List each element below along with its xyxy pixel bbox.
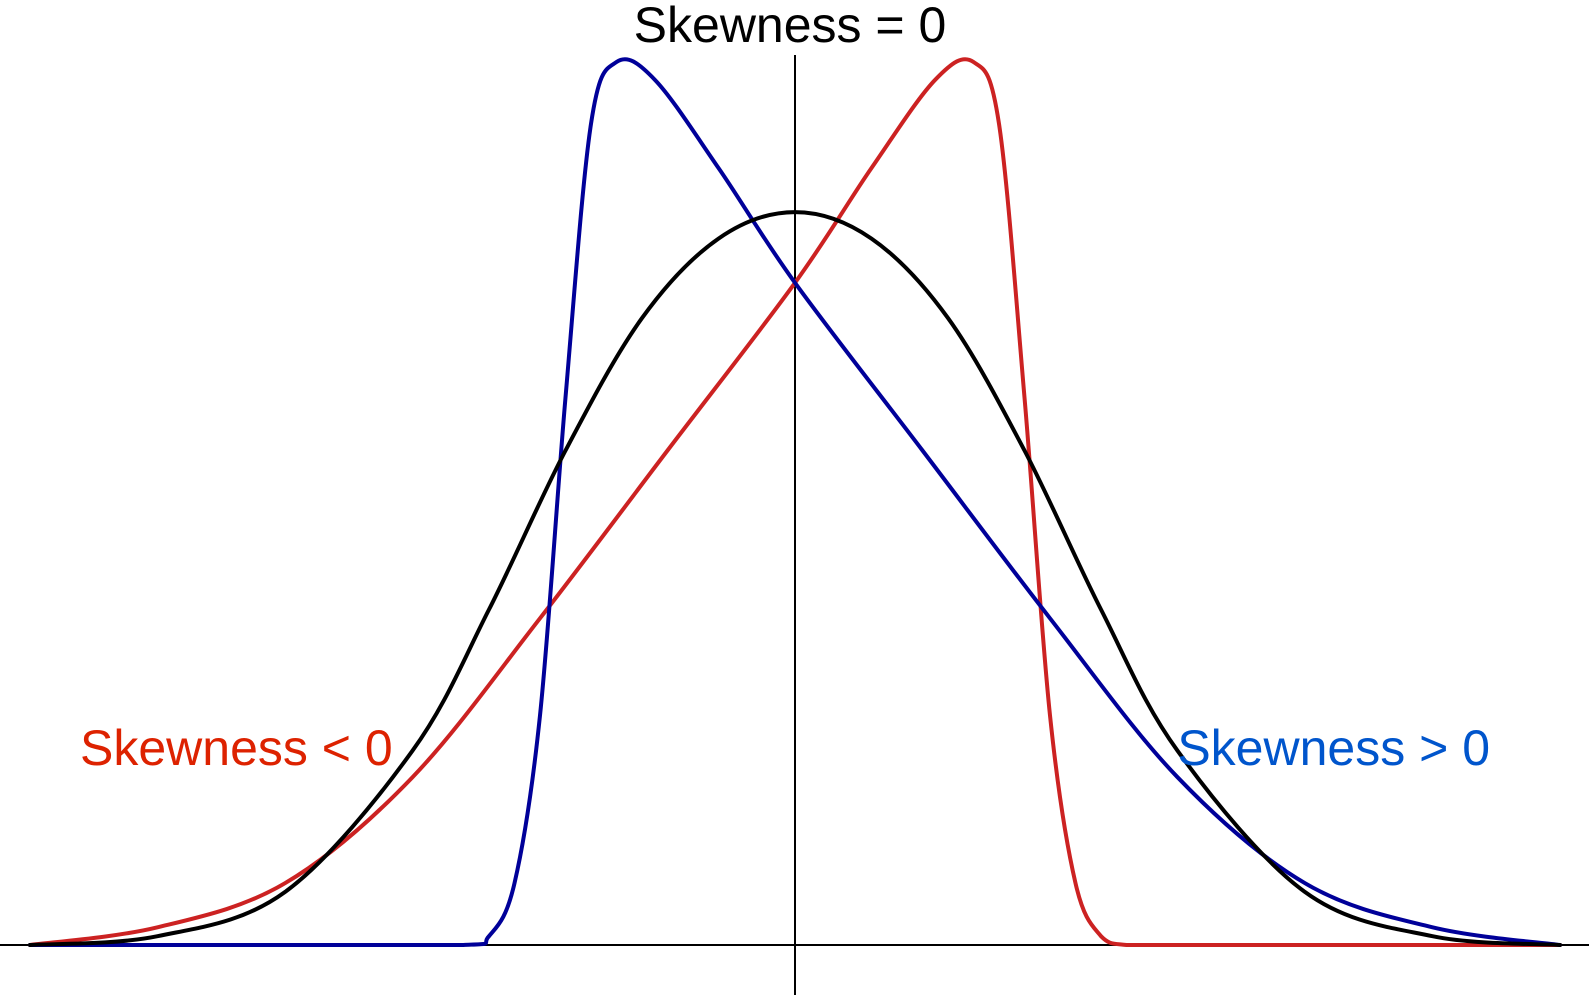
curve-skewness-negative	[28, 57, 1562, 948]
curve-skewness-positive	[28, 57, 1562, 948]
series-layer	[28, 57, 1562, 948]
axes	[0, 55, 1589, 995]
label-skewness-positive: Skewness > 0	[1177, 720, 1490, 776]
curve-skewness-zero	[28, 210, 1562, 947]
labels-layer: Skewness = 0 Skewness < 0 Skewness > 0	[80, 0, 1490, 776]
label-skewness-negative: Skewness < 0	[80, 720, 393, 776]
label-skewness-zero: Skewness = 0	[634, 0, 947, 53]
